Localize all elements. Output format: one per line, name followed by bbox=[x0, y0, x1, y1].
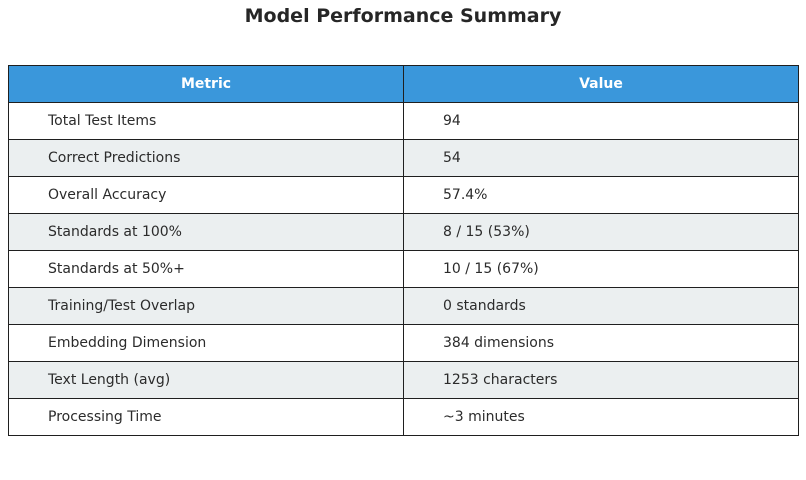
value-cell: 94 bbox=[403, 102, 799, 140]
table-row: Standards at 50%+ 10 / 15 (67%) bbox=[8, 250, 799, 288]
table-row: Total Test Items 94 bbox=[8, 102, 799, 140]
chart-title: Model Performance Summary bbox=[244, 5, 562, 27]
table-row: Standards at 100% 8 / 15 (53%) bbox=[8, 213, 799, 251]
value-cell: 0 standards bbox=[403, 287, 799, 325]
value-cell: ~3 minutes bbox=[403, 398, 799, 436]
value-cell: 54 bbox=[403, 139, 799, 177]
value-cell: 384 dimensions bbox=[403, 324, 799, 362]
metric-cell: Correct Predictions bbox=[8, 139, 404, 177]
summary-table: Metric Value Total Test Items 94 Correct P… bbox=[8, 65, 799, 436]
column-header-metric: Metric bbox=[8, 65, 404, 103]
value-cell: 1253 characters bbox=[403, 361, 799, 399]
metric-cell: Overall Accuracy bbox=[8, 176, 404, 214]
table-body: Total Test Items 94 Correct Predictions 54 O… bbox=[8, 102, 799, 436]
table-row: Training/Test Overlap 0 standards bbox=[8, 287, 799, 325]
metric-cell: Standards at 100% bbox=[8, 213, 404, 251]
table-row: Processing Time ~3 minutes bbox=[8, 398, 799, 436]
table-row: Overall Accuracy 57.4% bbox=[8, 176, 799, 214]
table-header-row: Metric Value bbox=[8, 65, 799, 103]
table-row: Text Length (avg) 1253 characters bbox=[8, 361, 799, 399]
metric-cell: Standards at 50%+ bbox=[8, 250, 404, 288]
metric-cell: Text Length (avg) bbox=[8, 361, 404, 399]
table-row: Correct Predictions 54 bbox=[8, 139, 799, 177]
metric-cell: Processing Time bbox=[8, 398, 404, 436]
metric-cell: Total Test Items bbox=[8, 102, 404, 140]
value-cell: 57.4% bbox=[403, 176, 799, 214]
value-cell: 8 / 15 (53%) bbox=[403, 213, 799, 251]
table-row: Embedding Dimension 384 dimensions bbox=[8, 324, 799, 362]
metric-cell: Training/Test Overlap bbox=[8, 287, 404, 325]
metric-cell: Embedding Dimension bbox=[8, 324, 404, 362]
value-cell: 10 / 15 (67%) bbox=[403, 250, 799, 288]
column-header-value: Value bbox=[403, 65, 799, 103]
